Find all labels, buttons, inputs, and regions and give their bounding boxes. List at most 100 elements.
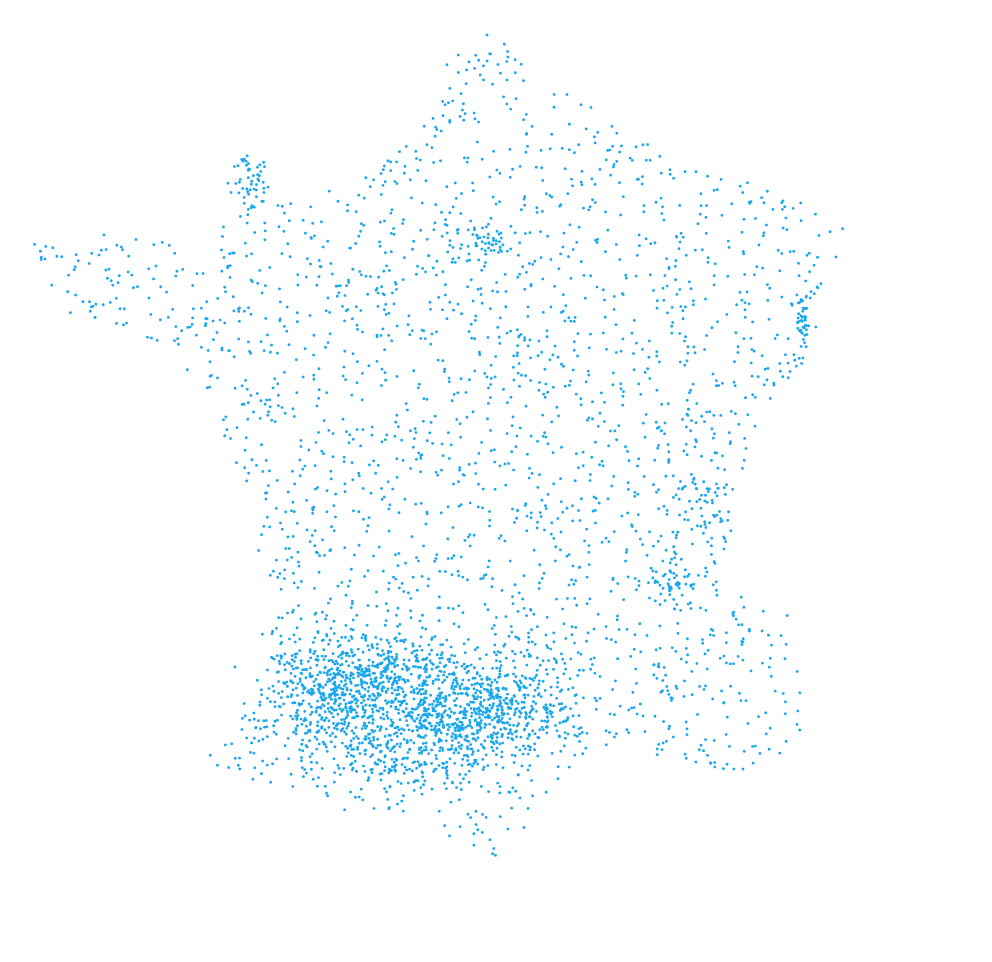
- map-point: [336, 645, 340, 648]
- map-point: [380, 384, 383, 387]
- map-point: [481, 487, 485, 491]
- map-point: [231, 295, 235, 299]
- map-point: [425, 714, 429, 718]
- map-point: [591, 663, 594, 666]
- map-point: [657, 444, 660, 447]
- map-point: [658, 360, 661, 364]
- map-point: [273, 420, 277, 423]
- map-point: [332, 529, 336, 533]
- map-point: [685, 733, 689, 736]
- map-point: [653, 458, 657, 462]
- map-point: [529, 516, 533, 520]
- map-point: [543, 367, 547, 371]
- map-point: [480, 677, 484, 681]
- map-point: [583, 539, 586, 543]
- map-point: [563, 319, 567, 323]
- map-point: [587, 544, 591, 547]
- map-point: [546, 711, 549, 715]
- map-point: [419, 786, 423, 789]
- map-point: [490, 627, 494, 630]
- map-point: [320, 654, 324, 658]
- map-point: [593, 696, 597, 700]
- map-point: [507, 462, 510, 465]
- map-point: [342, 365, 346, 369]
- map-point: [728, 442, 732, 445]
- map-point: [420, 575, 424, 578]
- map-point: [387, 587, 390, 591]
- map-point: [208, 385, 212, 389]
- map-point: [527, 652, 531, 656]
- map-point: [434, 557, 438, 560]
- map-point: [236, 164, 240, 168]
- map-point: [438, 669, 442, 673]
- map-point: [624, 445, 627, 449]
- map-point: [677, 586, 681, 590]
- map-point: [555, 661, 558, 665]
- map-point: [475, 672, 479, 676]
- map-point: [385, 790, 388, 794]
- map-point: [781, 208, 784, 211]
- map-point: [488, 524, 491, 528]
- map-point: [660, 748, 664, 751]
- map-point: [704, 738, 707, 741]
- map-point: [271, 762, 274, 766]
- map-point: [286, 535, 290, 539]
- map-point: [732, 662, 735, 666]
- map-point: [192, 307, 195, 311]
- map-point: [684, 305, 687, 309]
- map-point: [483, 264, 486, 268]
- map-point: [805, 253, 809, 257]
- map-point: [340, 722, 343, 725]
- map-point: [587, 208, 591, 212]
- map-point: [741, 637, 745, 641]
- map-point: [539, 256, 543, 259]
- map-point: [682, 695, 686, 698]
- map-point: [437, 764, 441, 767]
- map-point: [532, 612, 536, 616]
- map-point: [793, 358, 797, 362]
- map-point: [395, 639, 399, 643]
- map-point: [323, 554, 326, 557]
- map-point: [655, 388, 659, 392]
- map-point: [593, 141, 597, 145]
- map-point: [285, 558, 289, 562]
- map-point: [265, 735, 269, 738]
- map-point: [691, 587, 695, 591]
- map-point: [316, 673, 320, 677]
- map-point: [574, 392, 578, 396]
- map-point: [637, 382, 641, 386]
- map-point: [296, 550, 300, 554]
- map-point: [489, 740, 493, 743]
- map-point: [430, 728, 433, 732]
- map-point: [327, 189, 331, 193]
- map-point: [314, 677, 318, 681]
- map-point: [337, 683, 341, 687]
- map-point: [203, 324, 207, 328]
- map-point: [238, 319, 241, 323]
- map-point: [376, 291, 380, 295]
- map-point: [346, 203, 349, 207]
- map-point: [795, 670, 799, 673]
- map-point: [324, 683, 327, 687]
- map-point: [267, 410, 270, 414]
- map-point: [371, 646, 375, 649]
- map-point: [367, 778, 370, 782]
- map-point: [331, 660, 335, 664]
- map-point: [585, 575, 589, 579]
- map-point: [812, 292, 816, 296]
- map-point: [283, 411, 287, 415]
- map-point: [726, 239, 730, 243]
- map-point: [386, 667, 390, 670]
- map-point: [463, 112, 467, 116]
- map-point: [450, 735, 454, 739]
- map-point: [795, 293, 799, 297]
- map-point: [512, 713, 516, 717]
- map-point: [418, 751, 421, 755]
- map-point: [55, 254, 59, 258]
- map-point: [706, 540, 710, 544]
- map-point: [351, 695, 354, 699]
- map-point: [401, 690, 405, 694]
- map-point: [356, 671, 360, 675]
- map-point: [390, 738, 393, 742]
- map-point: [327, 719, 331, 723]
